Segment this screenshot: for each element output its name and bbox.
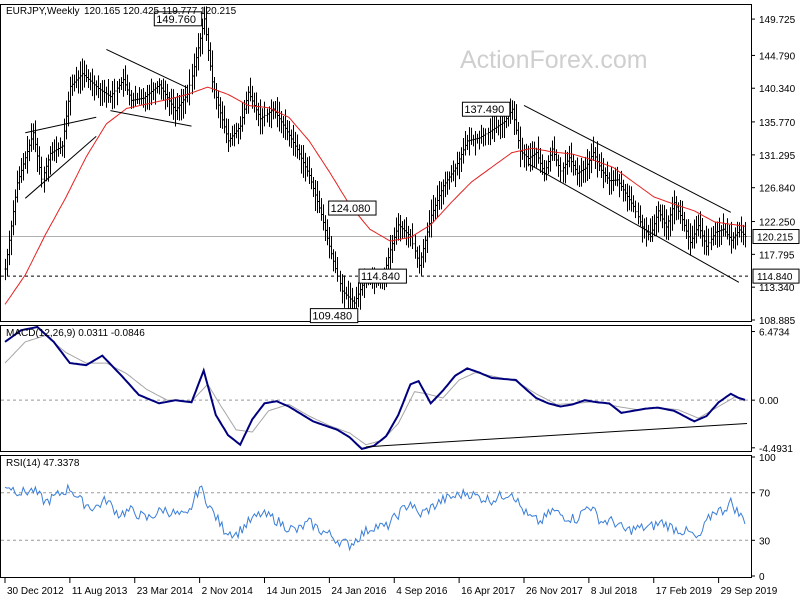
trendline xyxy=(523,105,732,213)
rsi-ytick-label: 0 xyxy=(759,572,765,583)
trendline xyxy=(110,110,192,127)
price-ytick-label: 135.770 xyxy=(759,118,796,129)
price-annotation-label: 124.080 xyxy=(331,203,371,215)
support-level-label-box xyxy=(752,268,800,284)
chart-header-symbol: EURJPY,Weekly xyxy=(6,6,80,17)
date-tick-label: 17 Feb 2019 xyxy=(656,586,713,597)
price-ytick-label: 117.795 xyxy=(759,250,795,261)
price-ytick-label: 126.840 xyxy=(759,184,796,195)
macd-ytick-label: 0.00 xyxy=(759,396,779,407)
date-tick-label: 4 Sep 2016 xyxy=(396,586,448,597)
current-price-label: 120.215 xyxy=(757,233,794,244)
price-ytick-label: 108.885 xyxy=(759,316,796,327)
macd-line xyxy=(4,325,746,451)
watermark: ActionForex.com xyxy=(460,46,648,74)
date-tick-label: 8 Jul 2018 xyxy=(591,586,638,597)
trendline xyxy=(25,116,97,134)
rsi-series xyxy=(1,483,751,552)
date-tick-label: 29 Sep 2019 xyxy=(721,586,778,597)
macd-ytick-label: 6.4734 xyxy=(759,328,790,339)
date-tick-label: 2 Nov 2014 xyxy=(202,586,254,597)
macd-series xyxy=(1,325,751,451)
rsi-title: RSI(14) 47.3378 xyxy=(6,458,80,469)
macd-trendline xyxy=(365,422,748,448)
macd-signal-line xyxy=(4,334,746,446)
price-ytick-label: 144.790 xyxy=(759,51,796,62)
date-tick-label: 23 Mar 2014 xyxy=(137,586,194,597)
axes: 149.725 144.790 140.340 135.770 131.295 126.8… xyxy=(4,15,800,597)
price-annotation-box xyxy=(153,11,203,27)
current-price-label-box xyxy=(752,229,800,245)
price-ytick-label: 131.295 xyxy=(759,151,796,162)
date-tick-label: 24 Jan 2016 xyxy=(331,586,386,597)
trendline xyxy=(527,163,740,283)
panel-frames xyxy=(0,4,752,578)
macd-title: MACD(12,26,9) 0.0311 -0.0846 xyxy=(6,328,145,339)
chart-header-ohlc: 120.165 120.425 119.777 120.215 xyxy=(84,6,237,17)
price-annotation-label: 149.760 xyxy=(156,14,196,26)
price-annotation-box xyxy=(358,268,407,284)
date-tick-label: 16 Apr 2017 xyxy=(461,586,515,597)
price-ytick-label: 140.340 xyxy=(759,84,796,95)
price-annotation-label: 137.490 xyxy=(464,104,504,116)
rsi-ytick-label: 30 xyxy=(759,536,771,547)
price-ytick-label: 149.725 xyxy=(759,15,796,26)
date-tick-label: 30 Dec 2012 xyxy=(7,586,64,597)
macd-panel-frame xyxy=(0,325,752,452)
price-annotation-box xyxy=(328,200,377,216)
price-panel-frame xyxy=(0,4,752,322)
date-tick-label: 26 Nov 2017 xyxy=(526,586,583,597)
price-annotation-label: 114.840 xyxy=(361,271,400,283)
price-annotation-box xyxy=(309,308,359,324)
trendline xyxy=(24,136,97,199)
price-annotation-box xyxy=(461,101,511,117)
rsi-panel-frame xyxy=(0,455,752,578)
rsi-ytick-label: 100 xyxy=(759,453,776,464)
rsi-ytick-label: 70 xyxy=(759,489,771,500)
macd-ytick-label: -4.4931 xyxy=(759,444,793,455)
date-tick-label: 14 Jun 2015 xyxy=(266,586,321,597)
price-ytick-label: 113.340 xyxy=(759,283,795,294)
moving-average-line xyxy=(4,86,746,305)
price-annotation-label: 109.480 xyxy=(312,311,352,323)
price-ytick-label: 122.250 xyxy=(759,218,796,229)
trendline xyxy=(106,49,188,89)
price-series: 149.760 137.490 124.080 114.840 109.480 xyxy=(1,6,751,324)
date-tick-label: 11 Aug 2013 xyxy=(72,586,128,597)
rsi-line xyxy=(4,483,746,552)
support-level-label: 114.840 xyxy=(757,272,793,283)
